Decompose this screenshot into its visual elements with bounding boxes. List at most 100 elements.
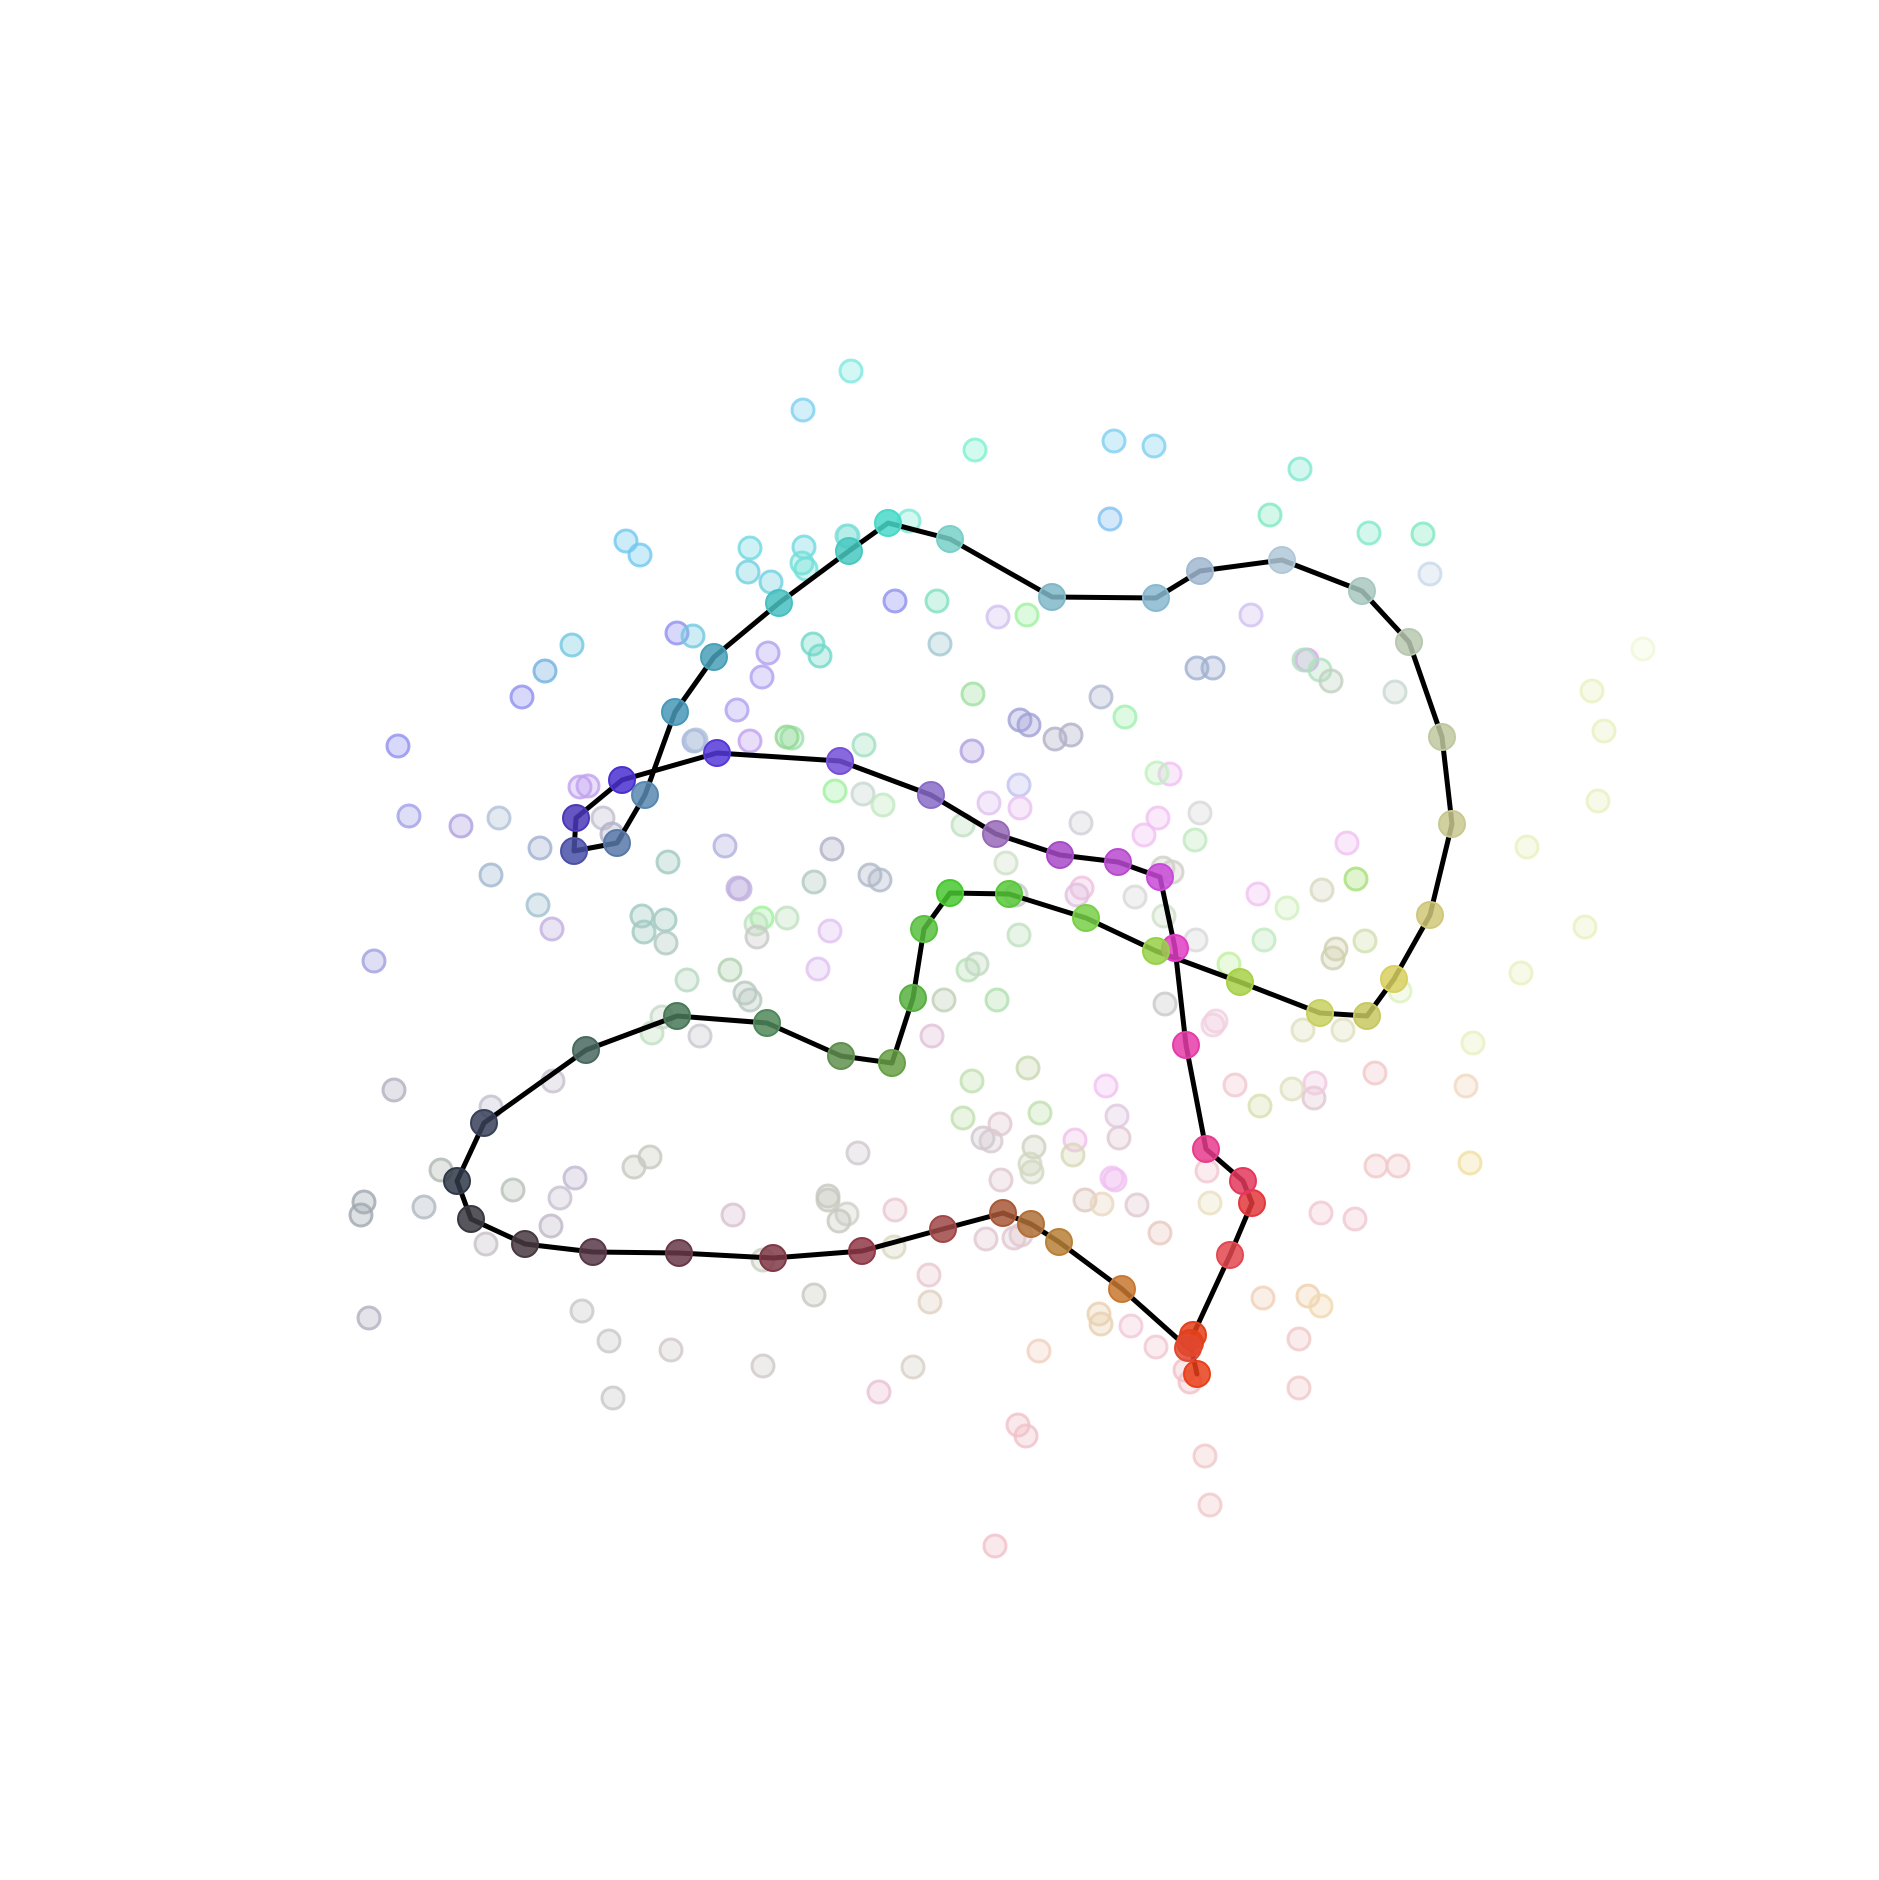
scatter-point: [529, 837, 551, 859]
scatter-point: [847, 1142, 869, 1164]
scatter-point: [657, 851, 679, 873]
path-point: [512, 1231, 538, 1257]
path-point: [563, 805, 589, 831]
scatter-point: [746, 926, 768, 948]
scatter-point: [1345, 868, 1367, 890]
scatter-point: [1184, 829, 1206, 851]
scatter-point: [1304, 1072, 1326, 1094]
scatter-point: [1336, 832, 1358, 854]
scatter-point: [1101, 1167, 1123, 1189]
scatter-point: [1154, 993, 1176, 1015]
scatter-point: [1322, 947, 1344, 969]
path-point: [1187, 558, 1213, 584]
scatter-point: [1332, 1019, 1354, 1041]
path-point: [766, 590, 792, 616]
scatter-point: [1108, 1127, 1130, 1149]
path-point: [609, 767, 635, 793]
path-point: [996, 881, 1022, 907]
scatter-point: [987, 606, 1009, 628]
path-point: [1349, 578, 1375, 604]
path-point: [1175, 1335, 1201, 1361]
scatter-point: [803, 1284, 825, 1306]
scatter-point: [803, 871, 825, 893]
scatter-point: [1253, 929, 1275, 951]
scatter-point: [598, 1330, 620, 1352]
scatter-point: [1124, 886, 1146, 908]
scatter-point: [685, 729, 707, 751]
scatter-point: [1510, 962, 1532, 984]
scatter-point: [964, 439, 986, 461]
scatter-point: [1344, 1208, 1366, 1230]
scatter-point: [561, 634, 583, 656]
scatter-point: [1276, 897, 1298, 919]
scatter-point: [1364, 1062, 1386, 1084]
path-point: [604, 830, 630, 856]
path-point: [1143, 585, 1169, 611]
scatter-point: [1189, 802, 1211, 824]
scatter-point: [358, 1307, 380, 1329]
path-point: [1184, 1361, 1210, 1387]
scatter-point: [961, 1070, 983, 1092]
scatter-point: [807, 958, 829, 980]
scatter-point: [1143, 435, 1165, 457]
path-point: [632, 782, 658, 808]
scatter-point: [1354, 930, 1376, 952]
scatter-point: [884, 590, 906, 612]
scatter-point: [1249, 1095, 1271, 1117]
scatter-point: [682, 625, 704, 647]
scatter-point: [1009, 797, 1031, 819]
scatter-point: [739, 730, 761, 752]
scatter-point: [962, 683, 984, 705]
scatter-point: [1384, 681, 1406, 703]
path-point: [828, 1043, 854, 1069]
scatter-point: [1289, 458, 1311, 480]
path-point: [1147, 864, 1173, 890]
scatter-point: [975, 1228, 997, 1250]
scatter-point: [1419, 563, 1441, 585]
scatter-point: [413, 1196, 435, 1218]
scatter-point: [1462, 1032, 1484, 1054]
scatter-point: [1202, 657, 1224, 679]
scatter-point: [1581, 680, 1603, 702]
scatter-point: [1114, 706, 1136, 728]
scatter-point: [602, 1387, 624, 1409]
scatter-point: [722, 1204, 744, 1226]
path-point: [561, 838, 587, 864]
scatter-point: [1149, 1222, 1171, 1244]
scatter-point: [387, 735, 409, 757]
scatter-point: [1028, 1340, 1050, 1362]
scatter-point: [450, 815, 472, 837]
scatter-point: [1008, 924, 1030, 946]
scatter-point: [737, 561, 759, 583]
path-point: [1354, 1003, 1380, 1029]
path-point: [1143, 938, 1169, 964]
path-point: [930, 1216, 956, 1242]
scatter-point: [1516, 836, 1538, 858]
scatter-point: [1202, 1014, 1224, 1036]
path-point: [1109, 1276, 1135, 1302]
scatter-point: [824, 780, 846, 802]
scatter-point: [1008, 774, 1030, 796]
scatter-point: [751, 666, 773, 688]
scatter-point: [1199, 1192, 1221, 1214]
scatter-point: [564, 1167, 586, 1189]
scatter-point: [952, 1107, 974, 1129]
path-point: [875, 510, 901, 536]
scatter-point: [884, 1199, 906, 1221]
scatter-point: [1103, 430, 1125, 452]
scatter-point: [919, 1291, 941, 1313]
scatter-point: [1387, 1155, 1409, 1177]
scatter-point: [1320, 670, 1342, 692]
path-point: [1046, 1229, 1072, 1255]
scatter-point: [989, 1113, 1011, 1135]
path-point: [754, 1010, 780, 1036]
scatter-point: [872, 794, 894, 816]
scatter-point: [727, 877, 749, 899]
scatter-point: [1194, 1445, 1216, 1467]
scatter-point: [752, 1355, 774, 1377]
scatter-point: [828, 1210, 850, 1232]
scatter-point: [714, 835, 736, 857]
scatter-point: [1015, 1425, 1037, 1447]
scatter-point: [1106, 1105, 1128, 1127]
